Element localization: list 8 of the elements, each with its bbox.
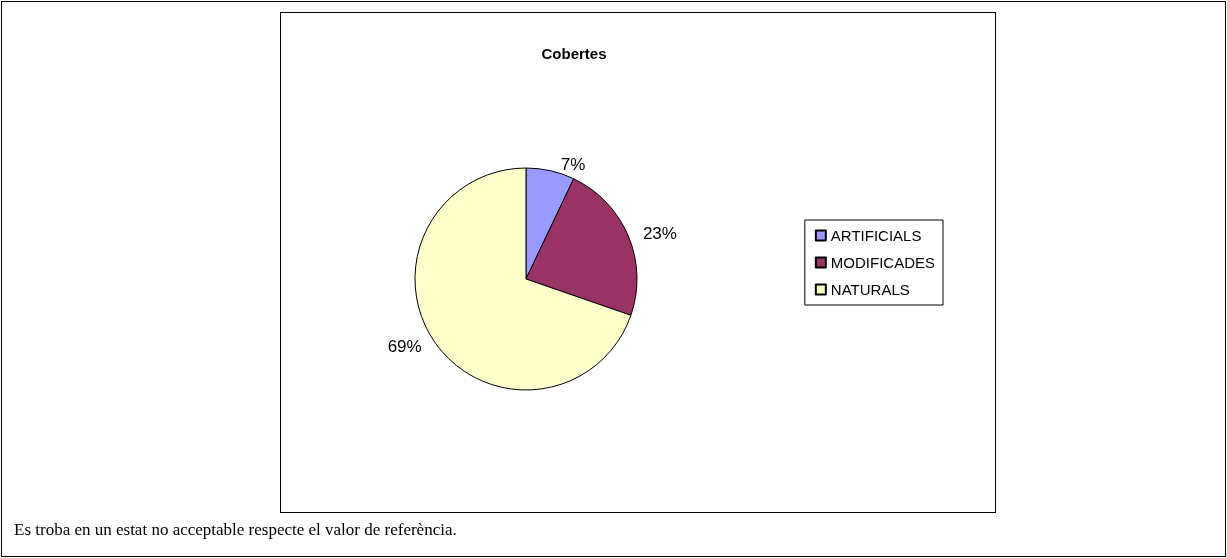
data-label: 69%: [387, 337, 422, 357]
legend-label: NATURALS: [830, 281, 910, 298]
data-label: 23%: [642, 224, 677, 244]
legend-label: ARTIFICIALS: [830, 227, 922, 244]
legend-label: MODIFICADES: [830, 254, 936, 271]
chart-title: Cobertes: [541, 45, 607, 62]
text: Es troba en un estat no acceptable respecte el valor de referència.: [14, 520, 457, 540]
data-label: 7%: [560, 155, 586, 175]
